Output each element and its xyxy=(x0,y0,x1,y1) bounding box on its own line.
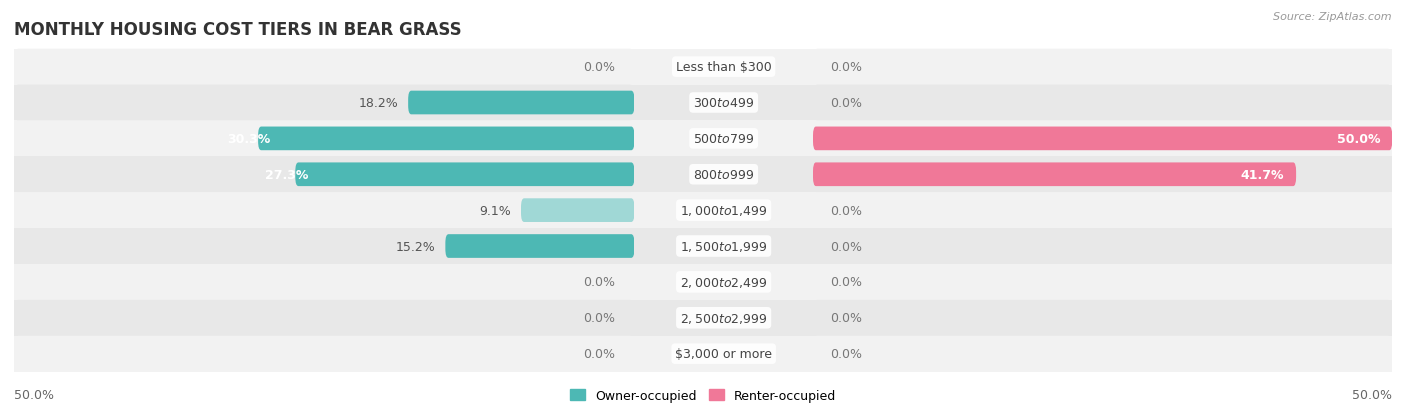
FancyBboxPatch shape xyxy=(813,50,1392,85)
FancyBboxPatch shape xyxy=(634,264,813,300)
Text: 27.3%: 27.3% xyxy=(264,169,308,181)
Text: 41.7%: 41.7% xyxy=(1241,169,1284,181)
Text: 9.1%: 9.1% xyxy=(479,204,512,217)
FancyBboxPatch shape xyxy=(14,121,634,157)
Text: 0.0%: 0.0% xyxy=(583,311,616,325)
FancyBboxPatch shape xyxy=(634,300,813,336)
FancyBboxPatch shape xyxy=(813,193,1392,228)
Text: 0.0%: 0.0% xyxy=(831,276,863,289)
FancyBboxPatch shape xyxy=(14,193,634,228)
FancyBboxPatch shape xyxy=(446,235,634,258)
FancyBboxPatch shape xyxy=(813,157,1392,193)
FancyBboxPatch shape xyxy=(522,199,634,223)
FancyBboxPatch shape xyxy=(14,264,634,300)
FancyBboxPatch shape xyxy=(14,50,634,85)
Text: 18.2%: 18.2% xyxy=(359,97,398,110)
FancyBboxPatch shape xyxy=(14,228,634,264)
FancyBboxPatch shape xyxy=(634,85,813,121)
Text: $1,000 to $1,499: $1,000 to $1,499 xyxy=(681,204,768,218)
Text: 0.0%: 0.0% xyxy=(831,61,863,74)
FancyBboxPatch shape xyxy=(813,85,1392,121)
Text: 0.0%: 0.0% xyxy=(831,204,863,217)
Legend: Owner-occupied, Renter-occupied: Owner-occupied, Renter-occupied xyxy=(565,384,841,407)
FancyBboxPatch shape xyxy=(14,50,634,85)
FancyBboxPatch shape xyxy=(634,157,813,193)
FancyBboxPatch shape xyxy=(14,157,634,193)
FancyBboxPatch shape xyxy=(813,336,1392,372)
FancyBboxPatch shape xyxy=(634,228,813,264)
Text: 0.0%: 0.0% xyxy=(831,240,863,253)
Text: 0.0%: 0.0% xyxy=(583,276,616,289)
FancyBboxPatch shape xyxy=(813,163,1296,187)
FancyBboxPatch shape xyxy=(813,121,1392,157)
FancyBboxPatch shape xyxy=(634,157,813,193)
Text: 0.0%: 0.0% xyxy=(583,347,616,360)
Text: 50.0%: 50.0% xyxy=(1353,388,1392,401)
FancyBboxPatch shape xyxy=(634,193,813,228)
Text: 0.0%: 0.0% xyxy=(583,61,616,74)
FancyBboxPatch shape xyxy=(813,85,1392,121)
Text: Less than $300: Less than $300 xyxy=(676,61,772,74)
FancyBboxPatch shape xyxy=(634,228,813,264)
FancyBboxPatch shape xyxy=(634,50,813,85)
FancyBboxPatch shape xyxy=(14,300,634,336)
Text: MONTHLY HOUSING COST TIERS IN BEAR GRASS: MONTHLY HOUSING COST TIERS IN BEAR GRASS xyxy=(14,21,461,38)
FancyBboxPatch shape xyxy=(634,300,813,336)
FancyBboxPatch shape xyxy=(813,300,1392,336)
FancyBboxPatch shape xyxy=(14,264,634,300)
FancyBboxPatch shape xyxy=(14,85,634,121)
FancyBboxPatch shape xyxy=(813,127,1392,151)
FancyBboxPatch shape xyxy=(14,228,634,264)
Text: 50.0%: 50.0% xyxy=(1337,133,1381,145)
Text: $500 to $799: $500 to $799 xyxy=(693,133,755,145)
FancyBboxPatch shape xyxy=(14,300,634,336)
FancyBboxPatch shape xyxy=(634,121,813,157)
FancyBboxPatch shape xyxy=(813,193,1392,228)
FancyBboxPatch shape xyxy=(259,127,634,151)
FancyBboxPatch shape xyxy=(634,50,813,85)
Text: $2,000 to $2,499: $2,000 to $2,499 xyxy=(681,275,768,289)
Text: $3,000 or more: $3,000 or more xyxy=(675,347,772,360)
Text: 0.0%: 0.0% xyxy=(831,311,863,325)
FancyBboxPatch shape xyxy=(14,85,634,121)
FancyBboxPatch shape xyxy=(813,336,1392,372)
FancyBboxPatch shape xyxy=(408,91,634,115)
Text: $800 to $999: $800 to $999 xyxy=(693,169,755,181)
FancyBboxPatch shape xyxy=(813,228,1392,264)
FancyBboxPatch shape xyxy=(813,157,1392,193)
FancyBboxPatch shape xyxy=(813,228,1392,264)
FancyBboxPatch shape xyxy=(14,121,634,157)
FancyBboxPatch shape xyxy=(634,85,813,121)
FancyBboxPatch shape xyxy=(813,50,1392,85)
Text: 0.0%: 0.0% xyxy=(831,347,863,360)
FancyBboxPatch shape xyxy=(634,121,813,157)
FancyBboxPatch shape xyxy=(14,336,634,372)
Text: 30.3%: 30.3% xyxy=(228,133,271,145)
Text: 50.0%: 50.0% xyxy=(14,388,53,401)
FancyBboxPatch shape xyxy=(634,193,813,228)
FancyBboxPatch shape xyxy=(813,121,1392,157)
Text: $2,500 to $2,999: $2,500 to $2,999 xyxy=(681,311,768,325)
Text: Source: ZipAtlas.com: Source: ZipAtlas.com xyxy=(1274,12,1392,22)
FancyBboxPatch shape xyxy=(634,336,813,372)
FancyBboxPatch shape xyxy=(813,264,1392,300)
FancyBboxPatch shape xyxy=(813,300,1392,336)
Text: $300 to $499: $300 to $499 xyxy=(693,97,755,110)
Text: 0.0%: 0.0% xyxy=(831,97,863,110)
FancyBboxPatch shape xyxy=(634,264,813,300)
FancyBboxPatch shape xyxy=(14,157,634,193)
Text: $1,500 to $1,999: $1,500 to $1,999 xyxy=(681,240,768,254)
Text: 15.2%: 15.2% xyxy=(396,240,436,253)
FancyBboxPatch shape xyxy=(14,336,634,372)
FancyBboxPatch shape xyxy=(295,163,634,187)
FancyBboxPatch shape xyxy=(634,336,813,372)
FancyBboxPatch shape xyxy=(813,264,1392,300)
FancyBboxPatch shape xyxy=(14,193,634,228)
